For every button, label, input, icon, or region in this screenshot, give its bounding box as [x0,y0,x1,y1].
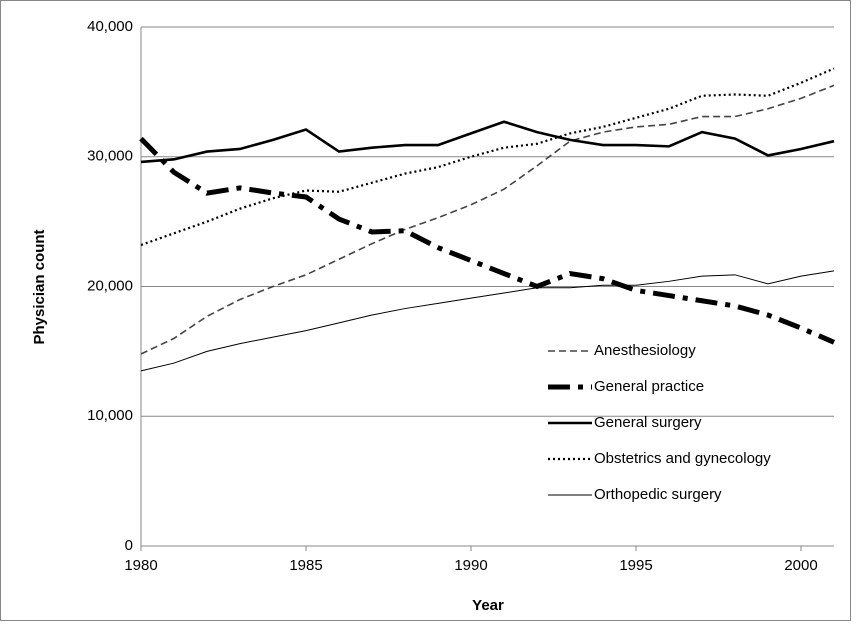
x-tick-label: 1995 [619,557,652,574]
legend-label: Anesthesiology [594,342,696,359]
series-line [140,270,835,372]
legend-label: Obstetrics and gynecology [594,450,771,467]
series-line [140,84,835,355]
y-tick-label: 20,000 [87,277,133,294]
series-line [140,67,835,247]
y-tick-label: 40,000 [87,18,133,35]
chart-frame [0,0,851,621]
series-line [139,136,835,345]
y-tick-label: 30,000 [87,148,133,165]
x-tick-label: 1980 [124,557,157,574]
series-line [140,120,835,164]
legend-label: General practice [594,378,704,395]
legend-label: Orthopedic surgery [594,486,722,503]
x-tick-label: 2000 [784,557,817,574]
y-tick-label: 0 [125,537,133,554]
x-axis-label: Year [472,597,504,614]
y-axis-label: Physician count [31,229,48,344]
x-tick-label: 1985 [289,557,322,574]
legend-label: General surgery [594,414,702,431]
y-tick-label: 10,000 [87,407,133,424]
x-tick-label: 1990 [454,557,487,574]
